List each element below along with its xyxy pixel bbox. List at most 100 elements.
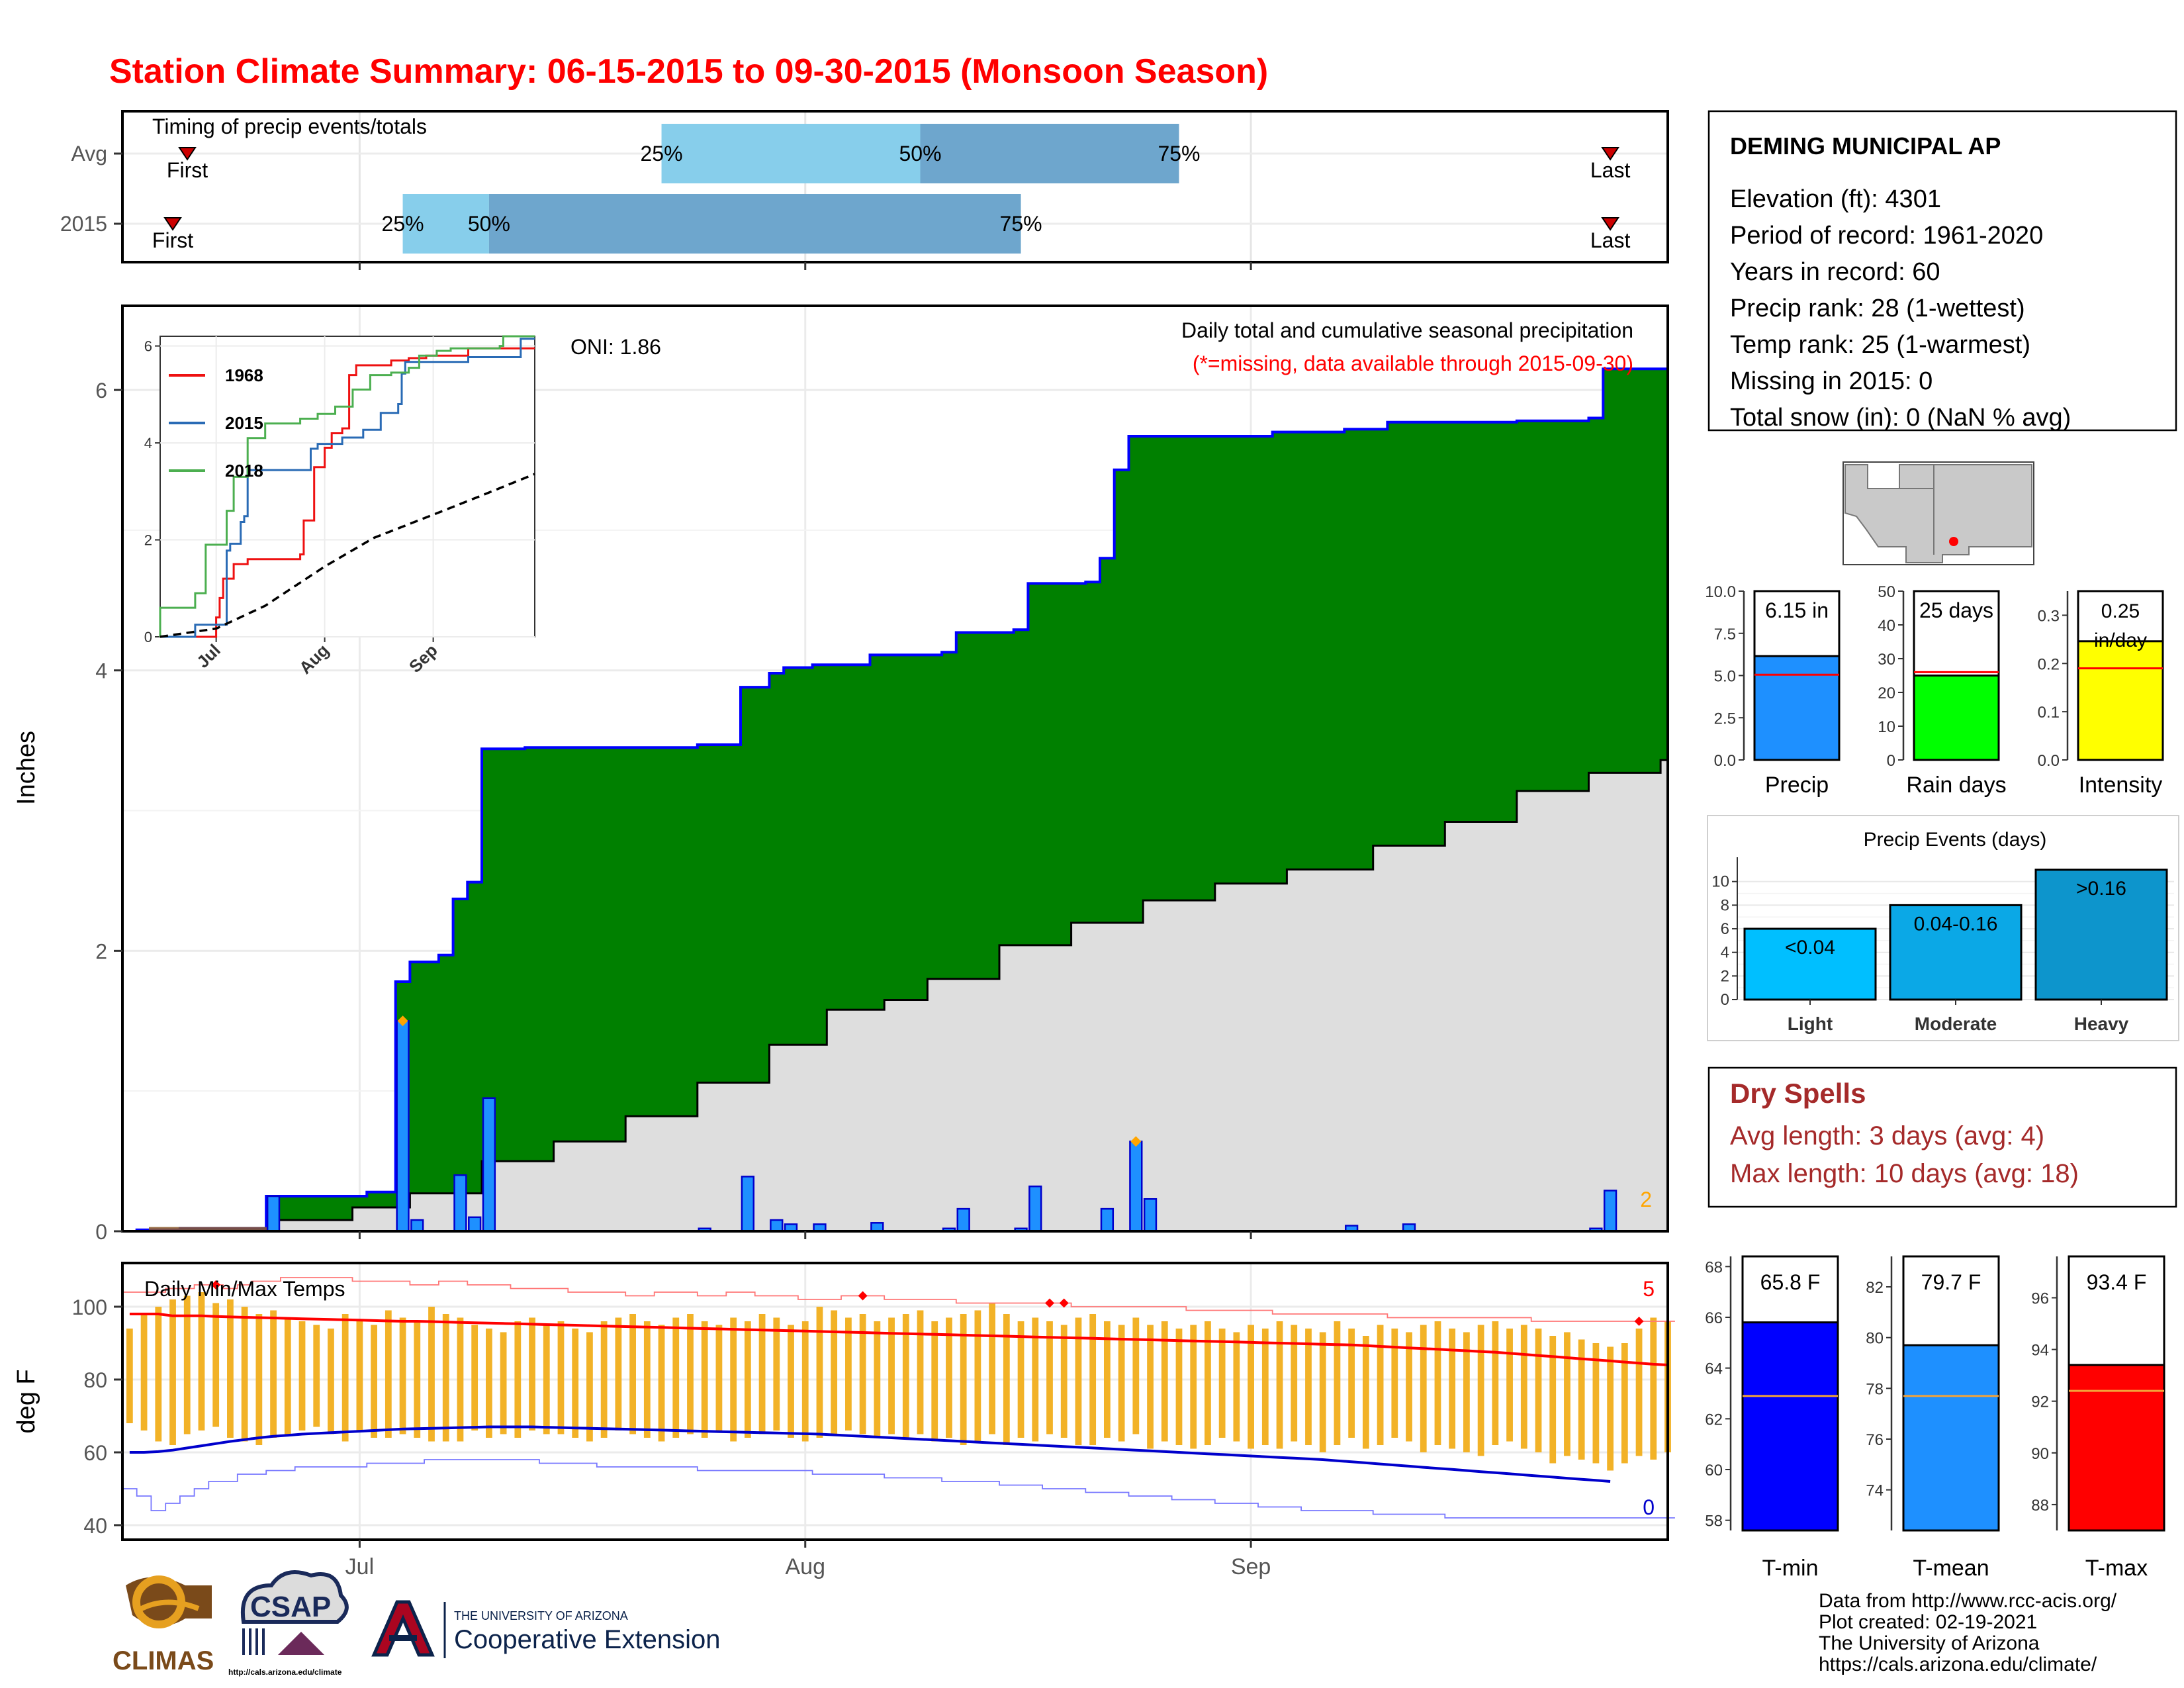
daily-temp-bar	[1175, 1329, 1183, 1445]
temp-summary-bar-charts: 58 60 62 64 66 68 65.8 F T-min 74 76 78 80 82 79.7 F T…	[1705, 1255, 2165, 1581]
events-category-label-Heavy: Heavy	[2074, 1013, 2129, 1034]
timing-first-label: First	[152, 228, 193, 252]
daily-temp-bar	[1118, 1325, 1125, 1442]
daily-temp-bar	[1089, 1314, 1097, 1445]
daily-temp-bar	[629, 1314, 636, 1434]
daily-temp-bar	[1305, 1329, 1312, 1445]
daily-temp-bar	[1233, 1332, 1240, 1442]
daily-precip-bar-2015-08-22	[1100, 1207, 1115, 1233]
daily-temp-bar	[1578, 1339, 1585, 1460]
station-info-box: DEMING MUNICIPAL AP Elevation (ft): 4301…	[1707, 110, 2177, 432]
precip_summary-value-bar	[1753, 655, 1841, 761]
daily-temp-bar	[1291, 1325, 1298, 1442]
timing-p25-label: 25%	[641, 142, 683, 165]
events-ytick-label-4: 4	[1721, 944, 1729, 962]
daily-temp-bar	[1017, 1321, 1024, 1438]
events-bar-label-Moderate: 0.04-0.16	[1914, 913, 1998, 935]
main-ytick-label-0: 0	[95, 1220, 107, 1244]
daily-temp-bar	[701, 1321, 708, 1438]
daily-temp-bar	[298, 1321, 306, 1430]
daily-temp-bar	[801, 1321, 809, 1442]
events-ytick-label-0: 0	[1721, 991, 1729, 1009]
daily-precip-bar-2015-07-09	[468, 1216, 482, 1233]
tmean_summary-ytick-label: 78	[1866, 1380, 1884, 1398]
daily-temp-bar	[758, 1314, 766, 1434]
daily-temp-bar	[284, 1317, 291, 1434]
daily-temp-bar	[615, 1317, 622, 1430]
tmin_summary-ytick-label: 68	[1705, 1258, 1723, 1276]
daily-temp-bar	[1449, 1329, 1456, 1449]
daily-temp-bar	[1377, 1325, 1384, 1445]
daily-temp-bar	[730, 1317, 737, 1442]
daily-temp-bar	[888, 1317, 895, 1434]
inset-series-2015	[160, 338, 535, 638]
daily-temp-bar	[356, 1321, 363, 1430]
timing-panel-label: Timing of precip events/totals	[152, 115, 427, 138]
csap-url: http://cals.arizona.edu/climate	[228, 1667, 342, 1677]
missing-count: 2	[1640, 1188, 1652, 1211]
cumulative-average-line	[122, 759, 1668, 1233]
daily-temp-bar	[902, 1314, 909, 1438]
daily-record-marker	[1130, 1136, 1142, 1147]
daily-temp-bar	[399, 1317, 406, 1434]
daily-temp-bar	[385, 1310, 392, 1438]
events-bar-Light	[1743, 927, 1877, 1001]
daily-temp-bar	[845, 1317, 852, 1430]
timing-first-label: First	[167, 158, 208, 182]
rain_days_summary-ytick-label: 30	[1878, 651, 1895, 669]
record-high-marker-2015-08-05	[858, 1291, 868, 1301]
climas-logo: CLIMAS	[113, 1575, 214, 1675]
month-label-Jul: Jul	[345, 1554, 374, 1579]
timing-first-marker-Avg	[178, 147, 197, 161]
daily-temp-bar	[1391, 1329, 1398, 1438]
daily-temp-bar	[1621, 1343, 1628, 1464]
daily-temp-bar	[126, 1329, 133, 1423]
precip_summary-ytick-label: 0.0	[1714, 752, 1736, 770]
dry-spells-title: Dry Spells	[1730, 1078, 1866, 1109]
daily-temp-bar	[241, 1307, 248, 1442]
timing-first-marker-2015	[163, 217, 182, 231]
tmax_summary-ytick-label: 88	[2031, 1497, 2049, 1515]
daily-temp-bar	[586, 1332, 593, 1442]
daily-temp-bar	[1650, 1317, 1657, 1460]
main-chart-subtitle: (*=missing, data available through 2015-…	[1193, 352, 1633, 375]
inset-legend-label-1968: 1968	[225, 365, 263, 385]
events-bar-label-Heavy: >0.16	[2076, 878, 2126, 900]
timing-last-marker-2015	[1601, 217, 1619, 231]
intensity_summary-unit-label: in/day	[2094, 630, 2147, 651]
temp-ylabel: deg F	[13, 1369, 40, 1433]
record-high-count: 5	[1643, 1277, 1655, 1301]
tmean_summary-category-label: T-mean	[1913, 1556, 1989, 1581]
daily-temp-bar	[270, 1310, 277, 1438]
daily-temp-bar	[514, 1321, 522, 1438]
daily-precip-bar-2015-06-25	[266, 1195, 281, 1233]
tmax_summary-value-label: 93.4 F	[2087, 1270, 2147, 1294]
footer-credits: Data from http://www.rcc-acis.org/ Plot …	[1819, 1590, 2117, 1675]
ua-line-1: THE UNIVERSITY OF ARIZONA	[454, 1609, 628, 1622]
daily-temp-bar	[1506, 1329, 1513, 1442]
tmean_summary-value-bar	[1902, 1344, 2000, 1532]
rain_days_summary-value-bar	[1913, 675, 2000, 761]
intensity_summary-ytick-label: 0.3	[2038, 607, 2060, 625]
daily-temp-bar	[1635, 1329, 1643, 1456]
station-name: DEMING MUNICIPAL AP	[1730, 132, 2001, 160]
daily-temp-bar	[1463, 1332, 1470, 1452]
station-total-snow: Total snow (in): 0 (NaN % avg)	[1730, 404, 2071, 432]
x-axis-months: Jul Aug Sep	[345, 1540, 1271, 1579]
timing-p50-label: 50%	[899, 142, 941, 165]
daily-record-marker	[397, 1015, 408, 1027]
tmin_summary-ytick-label: 60	[1705, 1462, 1723, 1479]
daily-temp-bar	[485, 1329, 492, 1438]
daily-temp-bar	[471, 1325, 478, 1430]
main-chart-title: Daily total and cumulative seasonal prec…	[1181, 318, 1633, 342]
daily-temp-bar	[989, 1303, 996, 1434]
climas-logo-text: CLIMAS	[113, 1646, 214, 1675]
timing-last-marker-Avg	[1601, 147, 1619, 161]
timing-p75-label: 75%	[1000, 212, 1042, 236]
daily-temp-bar	[1406, 1332, 1412, 1442]
daily-temp-bar	[715, 1325, 723, 1430]
daily-temp-bar	[1564, 1332, 1570, 1456]
station-temp-rank: Temp rank: 25 (1-warmest)	[1730, 331, 2030, 359]
